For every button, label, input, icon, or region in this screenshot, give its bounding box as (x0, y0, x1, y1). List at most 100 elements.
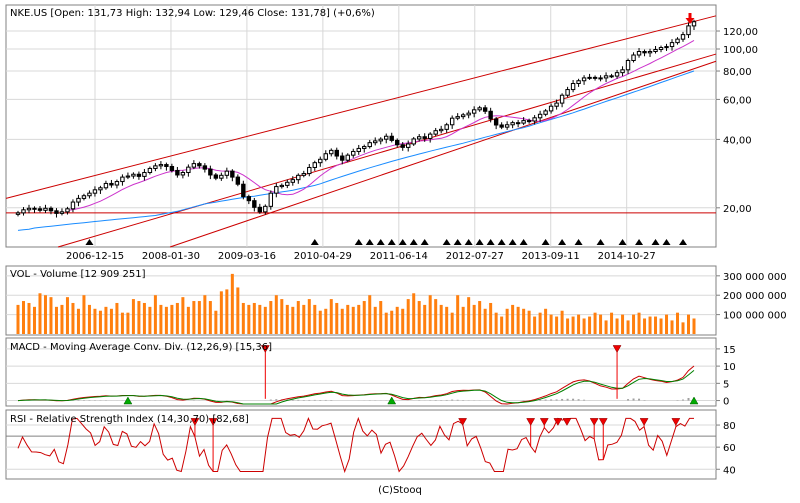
volume-bar (506, 309, 509, 334)
volume-bar (572, 317, 575, 334)
volume-bar (291, 307, 294, 334)
volume-bar (643, 318, 646, 334)
volume-bar (412, 293, 415, 334)
volume-bar (638, 313, 641, 334)
macd-histogram-bar (314, 400, 316, 401)
macd-histogram-bar (297, 400, 299, 401)
volume-bar (423, 305, 426, 334)
volume-bar (269, 301, 272, 334)
volume-bar (610, 313, 613, 334)
volume-bar (313, 305, 316, 334)
candle-body (615, 73, 618, 76)
candle-body (231, 171, 234, 177)
macd-tick-label: 0 (723, 397, 729, 408)
candle-body (626, 61, 629, 70)
candle-body (643, 52, 646, 53)
candle-body (489, 111, 492, 119)
date-tick-label: 2008-01-30 (142, 251, 200, 262)
candle-body (385, 136, 388, 139)
candle-body (38, 209, 41, 211)
candle-body (308, 167, 311, 173)
volume-bar (616, 318, 619, 334)
macd-histogram-bar (578, 399, 580, 400)
volume-bar (33, 307, 36, 334)
volume-bar (357, 305, 360, 334)
candle-body (104, 183, 107, 187)
volume-bar (583, 318, 586, 334)
volume-bar (352, 307, 355, 334)
date-tick-label: 2006-12-15 (66, 251, 124, 262)
volume-bar (671, 320, 674, 334)
price-tick-label: 40,00 (723, 135, 752, 146)
volume-bar (198, 301, 201, 334)
price-tick-label: 80,00 (723, 67, 752, 78)
candle-body (148, 168, 151, 172)
candle-body (516, 123, 519, 124)
candle-body (577, 81, 580, 84)
candle-body (192, 164, 195, 168)
rsi-tick-label: 40 (723, 465, 736, 476)
candle-body (604, 76, 607, 78)
candle-body (434, 131, 437, 134)
volume-bar (115, 303, 118, 334)
date-tick-label: 2013-09-11 (522, 251, 580, 262)
candle-body (417, 137, 420, 139)
volume-bar (374, 307, 377, 334)
candle-body (610, 76, 613, 77)
volume-bar (396, 307, 399, 334)
macd-tick-label: 10 (723, 362, 736, 373)
candle-body (676, 39, 679, 42)
candle-body (253, 201, 256, 208)
macd-histogram-bar (638, 399, 640, 401)
volume-bar (495, 313, 498, 334)
volume-bar (104, 307, 107, 334)
volume-bar (456, 295, 459, 334)
candle-body (110, 183, 113, 185)
candle-body (121, 177, 124, 181)
volume-bar (275, 295, 278, 334)
volume-bar (434, 299, 437, 334)
volume-bar (137, 301, 140, 334)
candle-body (687, 26, 690, 35)
candle-body (258, 207, 261, 212)
candle-body (132, 174, 135, 176)
volume-bar (687, 315, 690, 334)
candle-body (379, 139, 382, 141)
macd-histogram-bar (688, 398, 690, 401)
volume-bar (225, 289, 228, 334)
candle-body (632, 55, 635, 60)
macd-histogram-bar (457, 400, 459, 401)
volume-bar (99, 311, 102, 334)
candle-body (22, 210, 25, 213)
candle-body (681, 35, 684, 40)
rsi-tick-label: 80 (723, 421, 736, 432)
candle-body (588, 77, 591, 78)
candle-body (264, 206, 267, 211)
price-tick-label: 60,00 (723, 95, 752, 106)
candle-body (66, 209, 69, 212)
volume-bar (533, 317, 536, 334)
volume-bar (390, 311, 393, 334)
candle-body (357, 148, 360, 151)
volume-bar (121, 313, 124, 334)
candle-body (593, 77, 596, 78)
volume-bar (203, 295, 206, 334)
candle-body (126, 176, 129, 177)
candle-body (225, 171, 228, 175)
macd-histogram-bar (270, 400, 272, 401)
candle-body (280, 185, 283, 186)
date-tick-label: 2011-06-14 (370, 251, 428, 262)
macd-histogram-bar (556, 399, 558, 400)
volume-tick-label: 200 000 000 (723, 291, 787, 302)
volume-bar (335, 303, 338, 334)
candle-body (88, 193, 91, 196)
volume-bar (682, 322, 685, 334)
volume-bar (649, 317, 652, 334)
volume-bar (654, 317, 657, 334)
volume-bar (346, 305, 349, 334)
candle-body (60, 212, 63, 214)
candle-body (533, 118, 536, 121)
candle-body (143, 173, 146, 177)
macd-histogram-bar (561, 399, 563, 401)
volume-bar (605, 320, 608, 334)
